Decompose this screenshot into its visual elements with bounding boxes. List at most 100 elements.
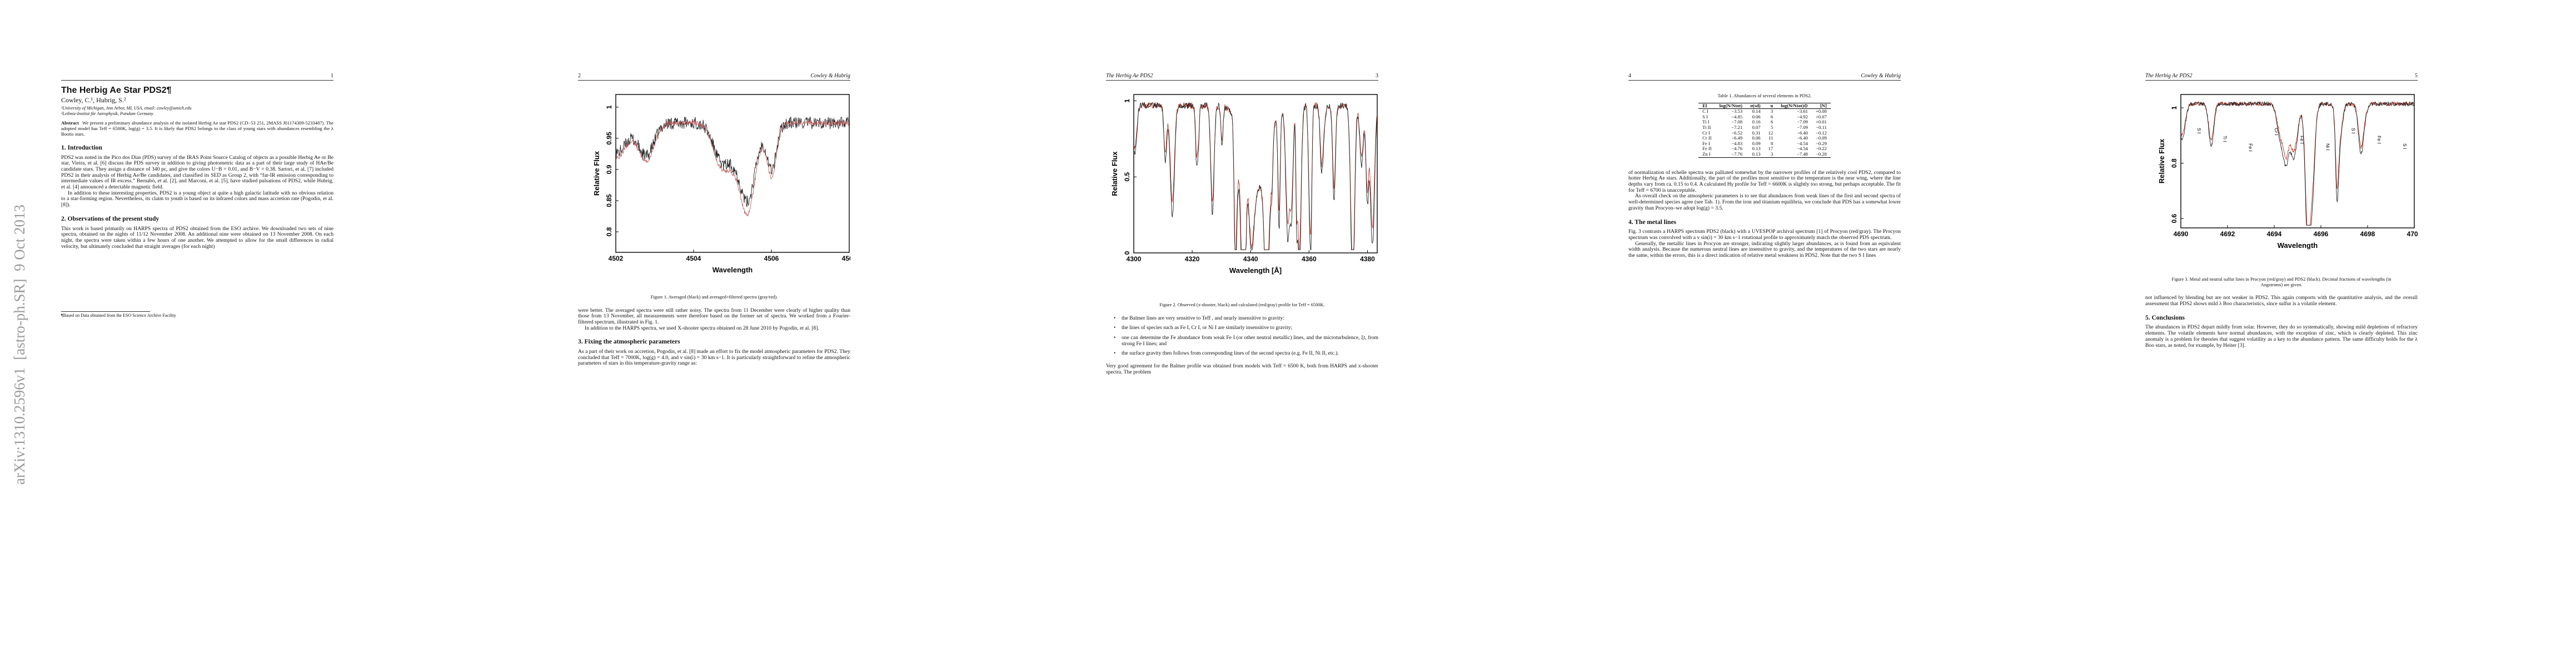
bullet-item: the Balmer lines are very sensitive to T… xyxy=(1114,315,1378,322)
x-tick-label: 4300 xyxy=(1127,255,1142,263)
paragraph: As overall check on the atmospheric para… xyxy=(1628,193,1901,211)
table-cell: +0.07 xyxy=(1815,113,1827,120)
header-left: 4 xyxy=(1628,73,1631,79)
x-tick-label: 4502 xyxy=(609,255,624,262)
header-row: El log(N/Ntot) σ(sd) n log(N/Ntot)⊙ [N] xyxy=(1698,103,1831,109)
y-tick-label: 0.85 xyxy=(605,194,613,207)
paragraph: This work is based primarily on HARPS sp… xyxy=(61,225,333,250)
table-cell: 5 xyxy=(1770,125,1773,131)
table-cell: Ti I xyxy=(1702,119,1710,125)
table-cell: −6.40 xyxy=(1797,135,1808,141)
x-axis-label: Wavelength [Å] xyxy=(1229,266,1282,275)
page-content: Table 1. Abundances of several elements … xyxy=(1628,88,1901,259)
table-cell: 0.16 xyxy=(1752,119,1761,125)
table-head: El log(N/Ntot) σ(sd) n log(N/Ntot)⊙ [N] xyxy=(1698,103,1831,109)
spectrum-line xyxy=(615,120,850,217)
figure-caption: Figure 1. Averaged (black) and averaged+… xyxy=(650,294,778,300)
column-header: [N] xyxy=(1820,102,1827,108)
table-cell: 0.14 xyxy=(1752,108,1761,115)
header-right: Cowley & Hubrig xyxy=(1861,73,1901,79)
x-tick-label: 4320 xyxy=(1185,255,1200,263)
table-cell: 0.31 xyxy=(1752,130,1761,136)
line-label: S I xyxy=(2196,128,2202,133)
table-row: Fe II −4.76 0.13 17 −4.54 −0.22 xyxy=(1698,146,1831,152)
table-cell: −4.54 xyxy=(1797,146,1808,152)
y-tick-label: 0.5 xyxy=(1123,172,1131,182)
figure-plot: 4300 4320 4340 4360 4380 0 0.5 1 Wavelength [Å] R… xyxy=(1110,94,1378,275)
paper-title: The Herbig Ae Star PDS2¶ xyxy=(61,86,172,95)
table-cell: Cr II xyxy=(1702,135,1712,141)
table-cell: 12 xyxy=(1768,130,1773,136)
figure: 4502 4504 4506 4508 0.8 0.85 0.9 0.95 1 Wavelengt… xyxy=(578,88,857,300)
table-cell: Fe II xyxy=(1702,146,1712,152)
table-cell: Zn I xyxy=(1702,151,1711,157)
line-label: Fe I xyxy=(2248,143,2254,152)
header-right: 5 xyxy=(2415,73,2418,79)
section-heading: 3. Fixing the atmospheric parameters xyxy=(578,339,680,346)
paragraph: The abundances in PDS2 depart mildly fro… xyxy=(2145,324,2418,349)
table-cell: −7.09 xyxy=(1797,125,1808,131)
table-body: C I −3.53 0.14 3 −3.61 +0.08 S I −4.85 0.06 6 −4.9… xyxy=(1698,108,1831,158)
spectrum-line xyxy=(2180,101,2415,226)
table-cell: Ti II xyxy=(1702,125,1711,131)
column-header: σ(sd) xyxy=(1750,102,1761,108)
plot-frame xyxy=(1133,94,1378,253)
abundance-table: El log(N/Ntot) σ(sd) n log(N/Ntot)⊙ [N] C I −3.… xyxy=(1698,103,1831,158)
table-row: S I −4.85 0.06 6 −4.92 +0.07 xyxy=(1698,113,1831,120)
table-cell: −0.29 xyxy=(1815,140,1827,146)
column-header: n xyxy=(1770,102,1773,108)
table-cell: C I xyxy=(1702,108,1708,115)
x-tick-label: 4508 xyxy=(842,255,850,262)
header-left: The Herbig Ae PDS2 xyxy=(2145,73,2193,79)
table-cell: −7.21 xyxy=(1731,125,1743,131)
y-tick-label: 0.9 xyxy=(605,165,613,174)
bullet-list: the Balmer lines are very sensitive to T… xyxy=(1106,315,1378,357)
table-cell: 0.13 xyxy=(1752,151,1761,157)
running-header: The Herbig Ae PDS2 3 xyxy=(1106,71,1378,81)
table-cell: 6 xyxy=(1770,113,1773,120)
paragraph: of normalization of echelle spectra was … xyxy=(1628,169,1901,193)
table-row: C I −3.53 0.14 3 −3.61 +0.08 xyxy=(1698,108,1831,115)
table-cell: −7.08 xyxy=(1731,119,1743,125)
x-tick-label: 4504 xyxy=(686,255,701,262)
table-cell: −4.92 xyxy=(1797,113,1808,120)
paragraph: Generally, the metallic lines in Procyon… xyxy=(1628,240,1901,259)
page-content: The Herbig Ae Star PDS2¶ Cowley, C.¹, Hub… xyxy=(61,86,333,250)
table-row: Zn I −7.76 0.13 3 −7.48 −0.28 xyxy=(1698,151,1831,158)
page: 2 Cowley & Hubrig 4502 4504 4506 4508 0.8 0.85 0… xyxy=(578,71,857,494)
x-axis-label: Wavelength xyxy=(712,266,753,274)
paragraph: In addition to these interesting propert… xyxy=(61,190,333,208)
plot-frame xyxy=(2180,94,2415,228)
table-cell: S I xyxy=(1702,113,1708,120)
column-header: log(N/Ntot)⊙ xyxy=(1781,102,1808,108)
table-cell: +0.01 xyxy=(1815,119,1827,125)
y-tick-label: 1 xyxy=(605,105,613,109)
y-axis-label: Relative Flux xyxy=(1110,151,1119,196)
table-cell: 0.06 xyxy=(1752,135,1761,141)
table-cell: Fe I xyxy=(1702,140,1710,146)
table-cell: Cr I xyxy=(1702,130,1710,136)
line-label: Fe I xyxy=(2376,136,2382,144)
line-label: S I xyxy=(2402,143,2408,149)
header-right: Cowley & Hubrig xyxy=(810,73,850,79)
table-cell: 8 xyxy=(1770,140,1773,146)
x-tick-label: 4692 xyxy=(2220,230,2235,238)
x-tick-label: 4694 xyxy=(2267,230,2282,238)
paragraph: Very good agreement for the Balmer profi… xyxy=(1106,363,1378,375)
affiliation: ¹University of Michigan, Ann Arbor, MI, … xyxy=(61,106,192,111)
table-cell: −0.22 xyxy=(1815,146,1827,152)
x-tick-label: 4360 xyxy=(1302,255,1317,263)
table-cell: 0.06 xyxy=(1752,113,1761,120)
table-cell: −4.76 xyxy=(1731,146,1743,152)
section-heading: 4. The metal lines xyxy=(1628,218,1677,226)
running-header: 2 Cowley & Hubrig xyxy=(578,71,850,81)
figure-caption: Figure 3. Metal and neutral sulfur lines… xyxy=(2171,276,2391,287)
line-label: Ni I xyxy=(2325,143,2330,151)
authors: Cowley, C.¹, Hubrig, S.² xyxy=(61,96,126,104)
paragraph: As a part of their work on accretion, Po… xyxy=(578,349,850,367)
paragraph: were better. The averaged spectra were s… xyxy=(578,307,850,325)
x-axis-label: Wavelength xyxy=(2278,241,2318,250)
page: The Herbig Ae PDS2 3 4300 4320 4340 4360 4380 0… xyxy=(1106,71,1378,494)
